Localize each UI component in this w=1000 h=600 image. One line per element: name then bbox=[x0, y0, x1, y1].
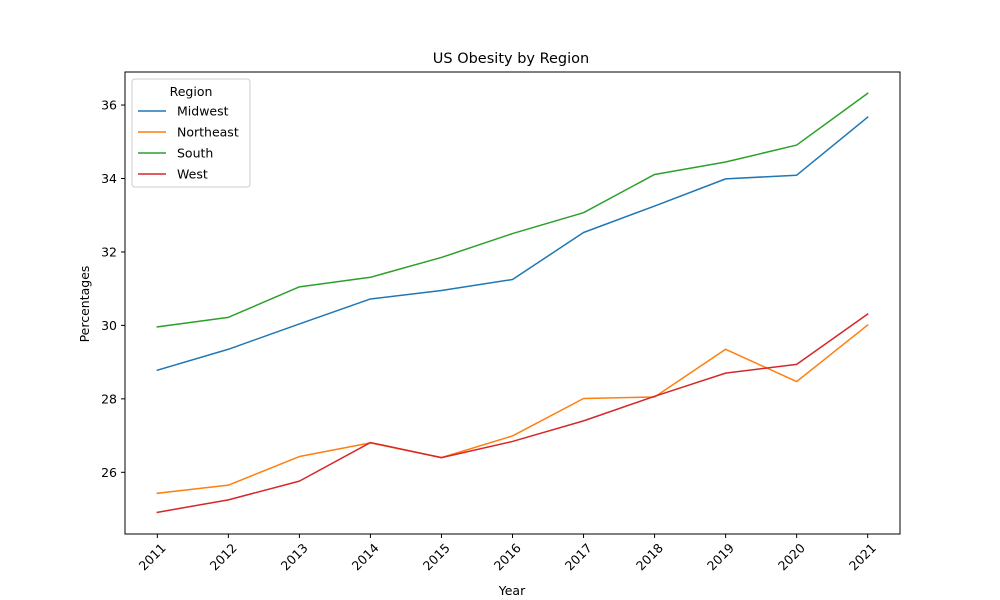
x-tick-label: 2017 bbox=[562, 540, 595, 573]
x-tick-label: 2019 bbox=[704, 540, 737, 573]
x-tick-label: 2014 bbox=[349, 540, 382, 573]
x-axis: 2011 2012 2013 2014 2015 2016 2017 2018 2019 2020… bbox=[136, 534, 879, 573]
legend-label-west: West bbox=[177, 167, 208, 182]
legend-label-northeast: Northeast bbox=[177, 125, 239, 140]
series-line-midwest bbox=[156, 116, 869, 372]
chart-title: US Obesity by Region bbox=[433, 51, 589, 67]
series-line-west bbox=[156, 312, 869, 514]
x-axis-label: Year bbox=[498, 583, 526, 598]
legend-label-midwest: Midwest bbox=[177, 104, 229, 119]
legend-title: Region bbox=[170, 84, 213, 99]
x-tick-label: 2020 bbox=[775, 540, 808, 573]
series-lines bbox=[156, 92, 869, 514]
series-line-south bbox=[156, 92, 869, 328]
y-axis: 26 28 30 32 34 36 bbox=[101, 98, 125, 480]
legend-box bbox=[131, 78, 251, 188]
y-axis-label: Percentages bbox=[77, 266, 92, 343]
y-tick-label: 34 bbox=[101, 171, 117, 186]
x-tick-label: 2013 bbox=[278, 540, 311, 573]
x-tick-label: 2021 bbox=[846, 540, 879, 573]
legend-label-south: South bbox=[177, 146, 213, 161]
y-tick-label: 36 bbox=[101, 98, 117, 113]
legend: Region Midwest Northeast South West bbox=[131, 78, 251, 188]
y-tick-label: 30 bbox=[101, 318, 117, 333]
x-tick-label: 2011 bbox=[136, 540, 169, 573]
y-tick-label: 32 bbox=[101, 244, 117, 259]
y-tick-label: 28 bbox=[101, 391, 117, 406]
x-tick-label: 2018 bbox=[633, 540, 666, 573]
x-tick-label: 2015 bbox=[420, 540, 453, 573]
x-tick-label: 2012 bbox=[207, 540, 240, 573]
x-tick-label: 2016 bbox=[491, 540, 524, 573]
series-line-northeast bbox=[156, 323, 869, 495]
y-tick-label: 26 bbox=[101, 465, 117, 480]
